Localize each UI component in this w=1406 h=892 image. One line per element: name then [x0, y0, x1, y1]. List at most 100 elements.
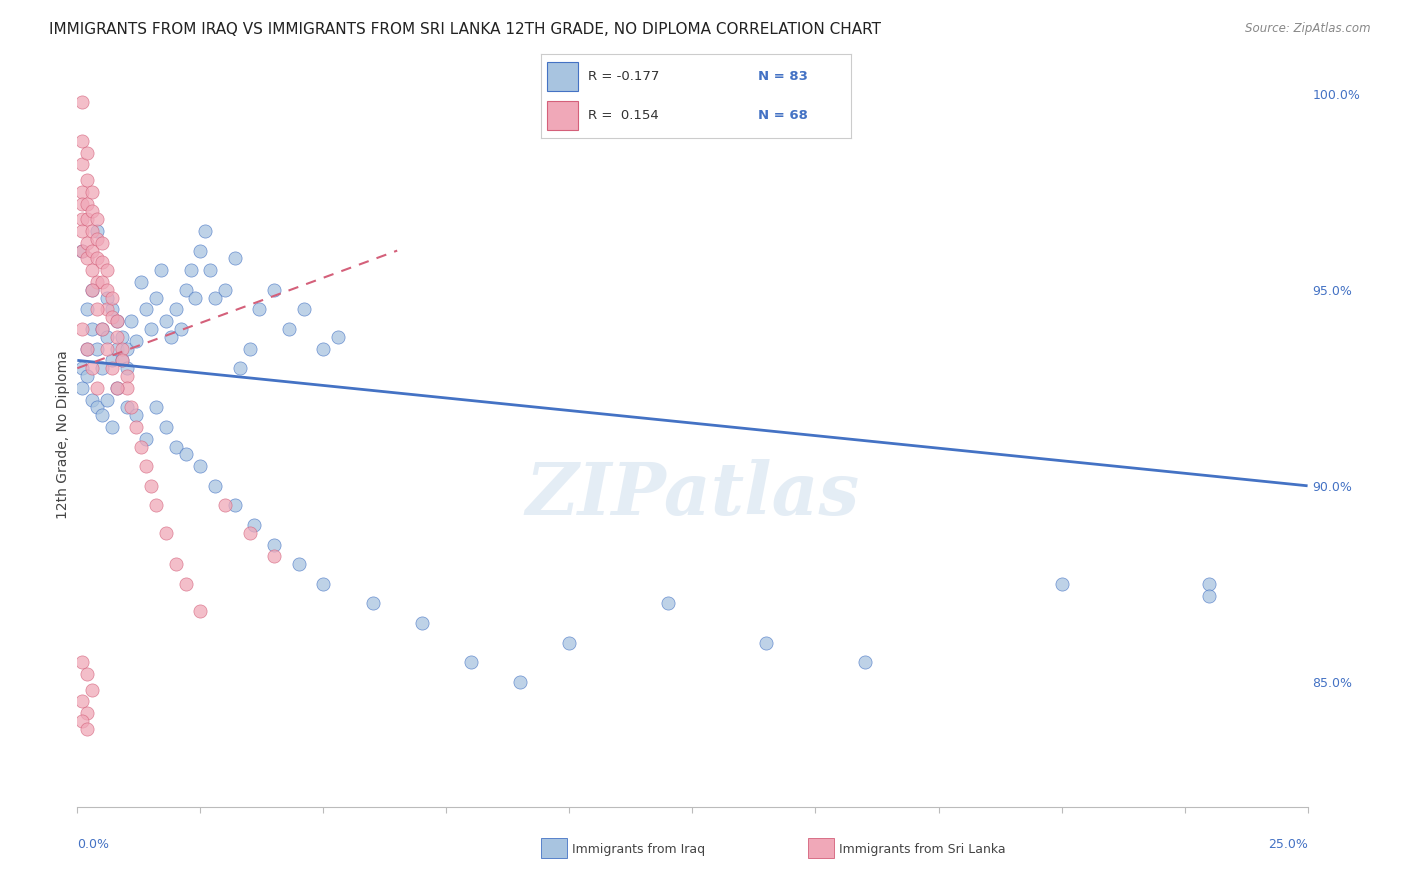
Point — [174, 283, 197, 297]
Text: Source: ZipAtlas.com: Source: ZipAtlas.com — [1246, 22, 1371, 36]
Point — [82, 244, 104, 258]
Point — [214, 283, 236, 297]
Point — [101, 420, 124, 434]
Point — [82, 283, 104, 297]
Point — [135, 302, 157, 317]
Point — [76, 212, 98, 227]
Point — [76, 342, 98, 356]
Point — [96, 283, 118, 297]
Point — [70, 224, 93, 238]
Point — [292, 302, 315, 317]
Point — [76, 196, 98, 211]
Point — [239, 342, 262, 356]
Point — [155, 420, 177, 434]
FancyBboxPatch shape — [547, 101, 578, 130]
Point — [174, 577, 197, 591]
Point — [229, 361, 252, 376]
Point — [70, 244, 93, 258]
Point — [82, 392, 104, 407]
Point — [82, 224, 104, 238]
Point — [249, 302, 271, 317]
Point — [1050, 577, 1073, 591]
Point — [328, 330, 350, 344]
Point — [101, 291, 124, 305]
FancyBboxPatch shape — [547, 62, 578, 91]
Point — [70, 212, 93, 227]
Point — [90, 275, 114, 289]
Point — [755, 635, 778, 649]
Point — [115, 381, 138, 395]
Point — [1198, 589, 1220, 603]
Point — [96, 263, 118, 277]
Point — [141, 479, 163, 493]
Point — [190, 459, 212, 474]
Point — [131, 275, 153, 289]
Point — [76, 235, 98, 250]
Point — [70, 322, 93, 336]
Point — [101, 353, 124, 368]
Text: N = 68: N = 68 — [758, 109, 807, 122]
Text: Immigrants from Iraq: Immigrants from Iraq — [572, 843, 706, 856]
Point — [460, 655, 482, 669]
Point — [657, 596, 679, 610]
Text: Immigrants from Sri Lanka: Immigrants from Sri Lanka — [839, 843, 1007, 856]
Point — [101, 302, 124, 317]
Point — [278, 322, 301, 336]
Point — [239, 525, 262, 540]
Point — [105, 314, 128, 328]
Point — [86, 302, 108, 317]
Point — [90, 361, 114, 376]
Point — [141, 322, 163, 336]
Point — [82, 283, 104, 297]
Point — [145, 291, 167, 305]
Point — [115, 401, 138, 415]
Point — [86, 401, 108, 415]
Point — [76, 302, 98, 317]
Point — [86, 252, 108, 266]
Point — [76, 722, 98, 736]
Point — [263, 283, 285, 297]
Point — [82, 682, 104, 697]
Point — [76, 706, 98, 721]
Point — [101, 361, 124, 376]
Point — [125, 409, 148, 423]
Point — [121, 401, 143, 415]
Point — [70, 714, 93, 728]
Point — [190, 244, 212, 258]
Text: R =  0.154: R = 0.154 — [588, 109, 658, 122]
Point — [170, 322, 193, 336]
Point — [224, 252, 246, 266]
Point — [135, 459, 157, 474]
Point — [312, 342, 335, 356]
Point — [82, 361, 104, 376]
Point — [184, 291, 207, 305]
Point — [105, 314, 128, 328]
Point — [361, 596, 384, 610]
Point — [76, 369, 98, 384]
Point — [1198, 577, 1220, 591]
Text: ZIPatlas: ZIPatlas — [526, 459, 859, 530]
Point — [105, 381, 128, 395]
Point — [125, 420, 148, 434]
Point — [86, 381, 108, 395]
Point — [165, 302, 187, 317]
Point — [263, 549, 285, 564]
Point — [111, 353, 132, 368]
Point — [90, 255, 114, 269]
Point — [165, 558, 187, 572]
Point — [76, 145, 98, 160]
Point — [204, 291, 226, 305]
Point — [76, 342, 98, 356]
Point — [558, 635, 581, 649]
Point — [101, 310, 124, 325]
Point — [96, 291, 118, 305]
Point — [180, 263, 202, 277]
Point — [90, 322, 114, 336]
Point — [194, 224, 217, 238]
Point — [160, 330, 183, 344]
Point — [263, 538, 285, 552]
Point — [70, 694, 93, 708]
Point — [165, 440, 187, 454]
Point — [82, 204, 104, 219]
Point — [312, 577, 335, 591]
